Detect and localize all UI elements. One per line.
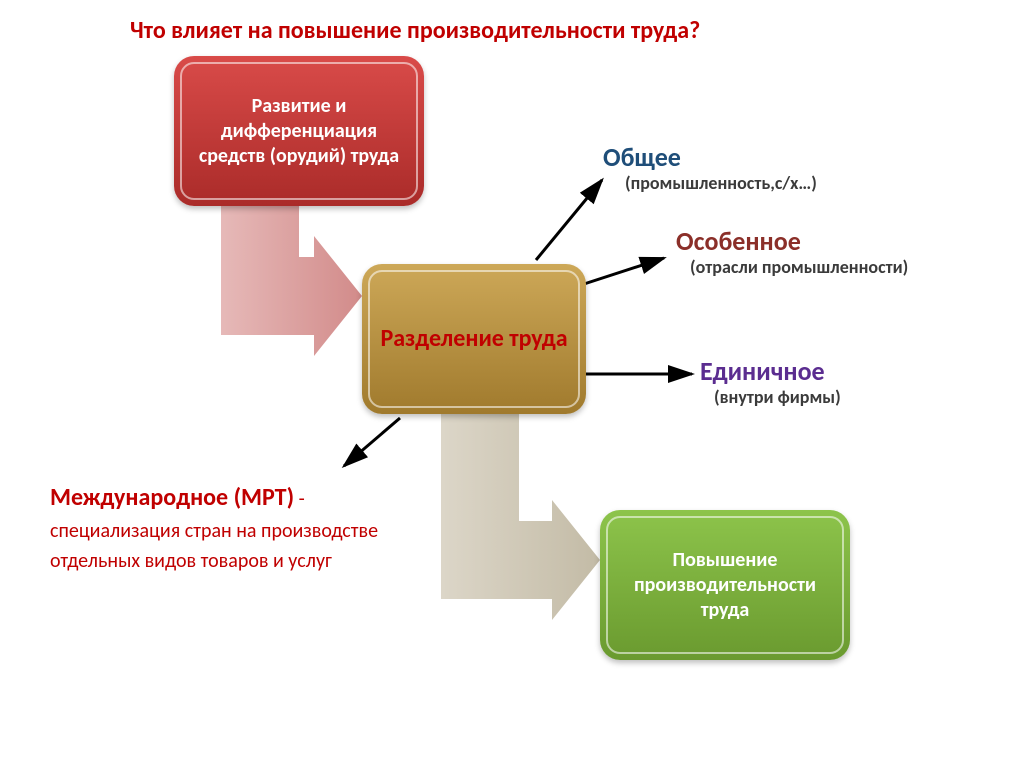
annotation-single: Единичное (внутри фирмы)	[700, 356, 841, 409]
annotation-international: Международное (МРТ) - специализация стра…	[50, 480, 380, 576]
node-division-label: Разделение труда	[380, 324, 567, 354]
annotation-general-sub: (промышленность,с/х…)	[603, 173, 817, 195]
node-development-label: Развитие и дифференциация средств (оруди…	[192, 94, 406, 169]
node-productivity-label: Повышение производительности труда	[618, 548, 832, 623]
node-division-of-labor: Разделение труда	[362, 264, 586, 414]
node-development: Развитие и дифференциация средств (оруди…	[174, 56, 424, 206]
diagram-title: Что влияет на повышение производительнос…	[130, 16, 1024, 45]
node-productivity-increase: Повышение производительности труда	[600, 510, 850, 660]
annotation-single-sub: (внутри фирмы)	[700, 387, 841, 409]
annotation-international-title: Международное (МРТ)	[50, 483, 294, 512]
annotation-general-title: Общее	[603, 142, 817, 173]
arrow-to-osobennoe	[584, 258, 664, 284]
arrow-to-mrt	[344, 418, 400, 466]
annotation-particular: Особенное (отрасли промышленности)	[676, 226, 908, 279]
annotation-single-title: Единичное	[700, 356, 841, 387]
arrow-to-obshee	[536, 180, 602, 260]
annotation-particular-sub: (отрасли промышленности)	[676, 257, 908, 279]
arrow-brown-to-green	[441, 414, 600, 620]
arrow-red-to-brown	[221, 206, 362, 356]
annotation-general: Общее (промышленность,с/х…)	[603, 142, 817, 195]
annotation-particular-title: Особенное	[676, 226, 908, 257]
